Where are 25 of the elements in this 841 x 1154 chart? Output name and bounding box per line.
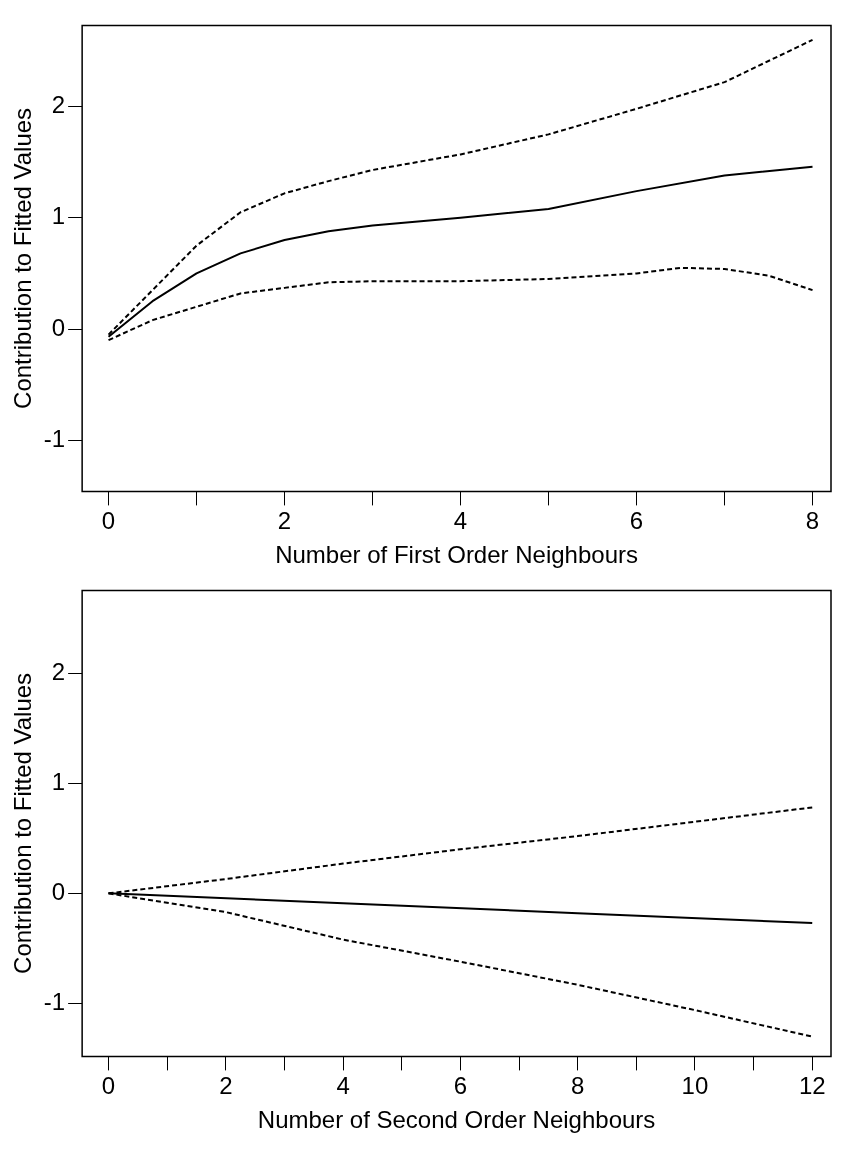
y-tick-label: 0 (51, 313, 66, 341)
x-axis-title: Number of First Order Neighbours (275, 541, 638, 569)
y-tick-label: 1 (51, 767, 66, 795)
x-tick-label: 4 (336, 1072, 350, 1100)
y-axis-title: Contribution to Fitted Values (9, 107, 37, 409)
y-axis-title: Contribution to Fitted Values (9, 672, 37, 974)
y-tick-label: 1 (51, 202, 66, 230)
y-tick-label: -1 (43, 988, 66, 1016)
y-tick-label: 0 (51, 877, 66, 905)
x-tick-label: 6 (629, 507, 644, 535)
x-axis-title: Number of Second Order Neighbours (257, 1106, 656, 1134)
y-tick-label: 2 (51, 657, 66, 685)
x-tick-label: 8 (805, 507, 820, 535)
x-tick-label: 4 (453, 507, 468, 535)
x-tick-label: 12 (798, 1072, 826, 1100)
y-tick-label: 2 (51, 91, 66, 119)
y-tick-label: -1 (43, 424, 66, 452)
x-tick-label: 2 (277, 507, 292, 535)
x-tick-label: 6 (453, 1072, 468, 1100)
x-tick-label: 8 (570, 1072, 585, 1100)
line-series (107, 266, 814, 342)
x-tick-label: 2 (219, 1072, 233, 1100)
x-tick-label: 0 (101, 507, 116, 535)
x-tick-label: 0 (101, 1072, 116, 1100)
x-tick-label: 10 (681, 1072, 709, 1100)
